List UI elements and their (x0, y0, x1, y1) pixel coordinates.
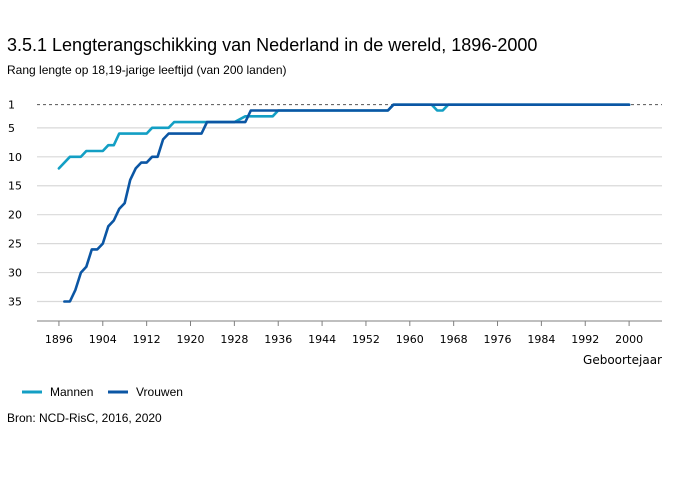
legend-label: Vrouwen (136, 385, 183, 399)
x-tick-label: 1920 (177, 333, 205, 346)
x-tick-label: 1944 (308, 333, 336, 346)
legend: Mannen Vrouwen (22, 385, 183, 399)
x-tick-label: 1936 (264, 333, 292, 346)
series-line-vrouwen (63, 103, 631, 303)
y-tick-label: 25 (8, 238, 22, 251)
x-tick-label: 2000 (615, 333, 643, 346)
y-tick-label: 5 (8, 122, 15, 135)
y-tick-label: 20 (8, 209, 22, 222)
y-tick-label: 35 (8, 296, 22, 309)
x-tick-label: 1992 (571, 333, 599, 346)
x-tick-label: 1912 (133, 333, 161, 346)
x-tick-label: 1976 (484, 333, 512, 346)
x-tick-label: 1984 (527, 333, 555, 346)
y-tick-label: 30 (8, 267, 22, 280)
x-tick-label: 1904 (89, 333, 117, 346)
x-tick-label: 1960 (396, 333, 424, 346)
chart-title: 3.5.1 Lengterangschikking van Nederland … (7, 35, 538, 55)
legend-label: Mannen (50, 385, 93, 399)
y-tick-label: 15 (8, 180, 22, 193)
x-tick-label: 1968 (440, 333, 468, 346)
x-tick-label: 1896 (45, 333, 73, 346)
y-tick-label: 10 (8, 151, 22, 164)
x-axis-ticks: 1896 1904 1912 1920 1928 1936 1944 1952 1960 1968… (45, 321, 643, 346)
x-tick-label: 1952 (352, 333, 380, 346)
y-tick-label: 1 (8, 99, 15, 112)
series-line-mannen (57, 103, 631, 170)
grid-lines (37, 127, 662, 303)
x-tick-label: 1928 (220, 333, 248, 346)
x-axis-label: Geboortejaar (583, 353, 662, 367)
series-group (57, 103, 631, 303)
source-note: Bron: NCD-RisC, 2016, 2020 (7, 411, 162, 425)
chart-subtitle: Rang lengte op 18,19-jarige leeftijd (va… (7, 63, 287, 77)
